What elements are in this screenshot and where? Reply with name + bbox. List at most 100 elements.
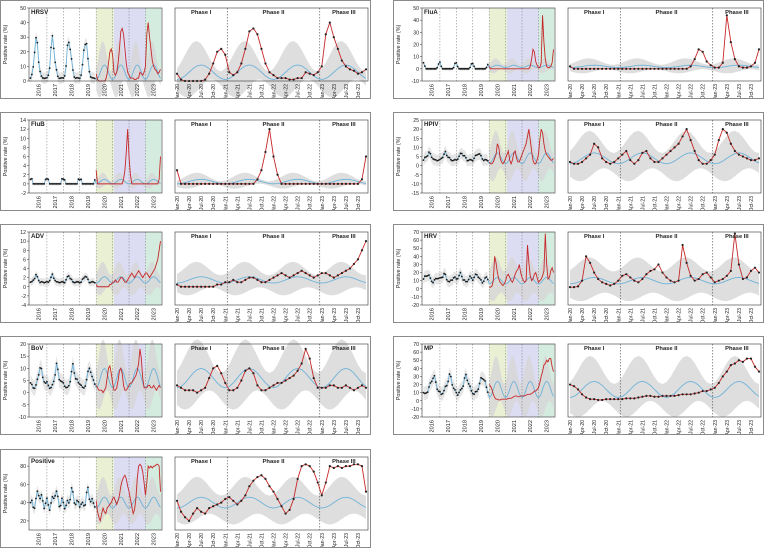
observed-point-pre bbox=[55, 490, 58, 493]
month-tick-label: Oct-23 bbox=[356, 84, 362, 98]
observed-point-pre bbox=[76, 280, 78, 283]
observed-point bbox=[224, 53, 227, 56]
observed-point bbox=[745, 66, 749, 69]
observed-point bbox=[352, 389, 356, 392]
observed-point-pre bbox=[92, 182, 95, 185]
observed-point bbox=[677, 67, 680, 70]
observed-point bbox=[300, 269, 303, 272]
observed-point-pre bbox=[477, 153, 480, 156]
observed-point-pre bbox=[50, 46, 52, 49]
observed-point-pre bbox=[62, 77, 65, 79]
observed-point bbox=[721, 128, 724, 131]
observed-point bbox=[597, 146, 600, 149]
month-tick-label: Jul-21 bbox=[247, 196, 253, 210]
observed-point bbox=[332, 182, 335, 185]
observed-point-pre bbox=[76, 76, 78, 79]
observed-point bbox=[300, 465, 303, 468]
observed-point-pre bbox=[456, 65, 459, 68]
observed-point bbox=[320, 182, 323, 185]
observed-point bbox=[187, 285, 191, 288]
observed-point bbox=[753, 266, 757, 269]
observed-point-pre bbox=[30, 383, 33, 386]
observed-point bbox=[669, 394, 672, 398]
month-tick-label: Apr-21 bbox=[235, 308, 241, 322]
observed-point bbox=[284, 379, 287, 382]
observed-point-pre bbox=[455, 391, 458, 394]
observed-point-pre bbox=[66, 182, 69, 185]
observed-point bbox=[609, 162, 612, 165]
observed-point-pre bbox=[65, 278, 67, 281]
observed-point bbox=[284, 182, 287, 185]
observed-point-pre bbox=[482, 378, 485, 381]
observed-point-pre bbox=[35, 36, 37, 39]
observed-point-pre bbox=[81, 501, 84, 504]
observed-point-pre bbox=[443, 67, 445, 70]
observed-point-pre bbox=[471, 159, 474, 162]
observed-point-pre bbox=[37, 61, 40, 64]
y-tick-label: -10 bbox=[19, 415, 27, 421]
observed-point-pre bbox=[429, 152, 432, 155]
year-tick-label: 2017 bbox=[446, 196, 452, 208]
month-tick-label: Jul-21 bbox=[247, 308, 253, 322]
observed-point bbox=[268, 485, 271, 488]
phase-label: Phase II bbox=[263, 10, 285, 16]
observed-point-pre bbox=[46, 177, 48, 180]
observed-point bbox=[348, 386, 352, 389]
observed-point-pre bbox=[426, 67, 429, 70]
observed-point bbox=[187, 182, 191, 185]
observed-point-pre bbox=[474, 154, 477, 157]
observed-point bbox=[316, 481, 319, 484]
year-tick-label: 2018 bbox=[70, 420, 76, 432]
month-tick-label: Jan-23 bbox=[713, 420, 719, 434]
observed-point bbox=[344, 182, 347, 185]
observed-point bbox=[292, 182, 295, 185]
observed-point bbox=[661, 157, 664, 160]
observed-point-pre bbox=[428, 151, 430, 153]
observed-point bbox=[568, 286, 572, 289]
observed-point-pre bbox=[425, 155, 428, 158]
y-tick-label: 50 bbox=[413, 358, 419, 364]
observed-point-pre bbox=[88, 70, 91, 73]
observed-point bbox=[649, 67, 652, 70]
observed-point-pre bbox=[91, 76, 93, 79]
observed-point-pre bbox=[69, 380, 72, 383]
month-tick-label: Jul-20 bbox=[199, 308, 205, 322]
month-tick-label: Jul-21 bbox=[640, 196, 646, 210]
y-tick-label: 30 bbox=[413, 374, 419, 380]
observed-point-pre bbox=[462, 279, 465, 281]
observed-point-pre bbox=[85, 378, 88, 381]
observed-point-pre bbox=[486, 63, 489, 66]
year-tick-label: 2016 bbox=[37, 533, 43, 545]
y-tick-label: 12 bbox=[20, 127, 26, 133]
observed-point bbox=[228, 281, 231, 284]
panel-title: HRSV bbox=[31, 9, 49, 16]
y-tick-label: 40 bbox=[413, 254, 419, 260]
observed-point bbox=[701, 50, 704, 53]
y-axis-label: Positive rate (%) bbox=[396, 361, 402, 401]
observed-point bbox=[196, 285, 199, 288]
observed-point bbox=[356, 182, 360, 185]
chart-svg-hrsv: 0 10 20 30 40 50 2016 2017 2018 2019 2020 2021 2022 2… bbox=[3, 6, 369, 98]
phase-label: Phase III bbox=[725, 346, 749, 352]
observed-point-pre bbox=[61, 380, 63, 383]
observed-point bbox=[356, 463, 360, 466]
month-tick-label: Oct-20 bbox=[604, 420, 610, 434]
observed-point bbox=[272, 276, 275, 279]
observed-point-pre bbox=[484, 158, 486, 161]
month-tick-label: Jan-20 bbox=[568, 84, 574, 98]
fit-band bbox=[30, 270, 95, 287]
month-tick-label: Oct-22 bbox=[308, 84, 314, 98]
observed-point-pre bbox=[441, 156, 444, 159]
observed-point-pre bbox=[459, 152, 462, 155]
observed-point bbox=[280, 76, 283, 80]
observed-point-pre bbox=[467, 159, 470, 162]
observed-point bbox=[344, 269, 347, 272]
observed-point-pre bbox=[429, 67, 432, 70]
month-tick-label: Jul-22 bbox=[296, 533, 302, 547]
observed-point bbox=[589, 67, 592, 70]
phase-label: Phase III bbox=[332, 234, 356, 240]
observed-point bbox=[312, 470, 315, 473]
observed-point bbox=[332, 466, 335, 470]
observed-point-pre bbox=[74, 77, 77, 80]
month-tick-label: Jan-20 bbox=[568, 308, 574, 322]
